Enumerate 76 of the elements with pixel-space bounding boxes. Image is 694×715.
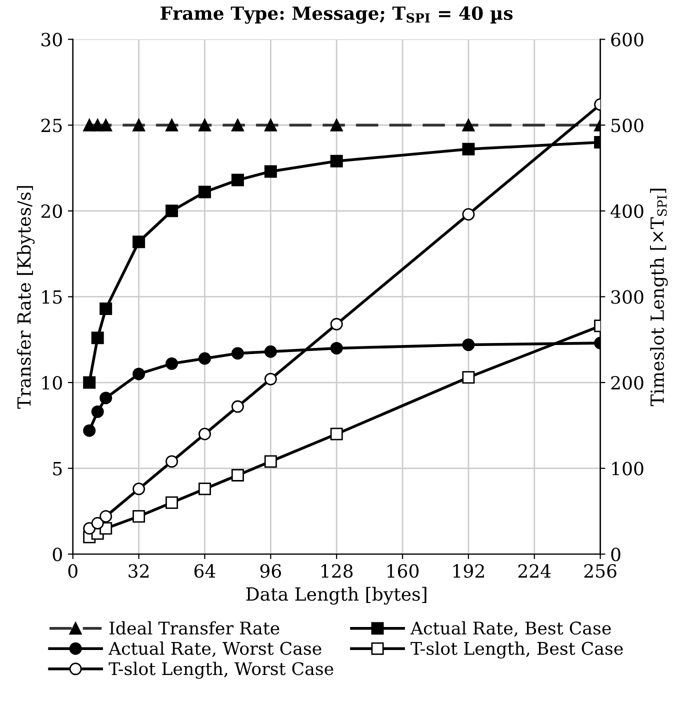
point: [330, 342, 343, 354]
y2-tick-label: 100: [612, 462, 644, 476]
x-tick-label: 0: [68, 564, 78, 578]
point: [462, 208, 475, 221]
point: [198, 352, 211, 365]
x-tick-label: 256: [584, 564, 616, 578]
point: [91, 405, 104, 418]
y-tick-label: 0: [52, 548, 62, 562]
point: [100, 510, 112, 523]
point: [462, 118, 475, 132]
point: [198, 118, 211, 132]
chart-title: Frame Type: Message; T$_{SPI}$ = 40 µs: [160, 6, 513, 24]
x-tick-label: 224: [518, 564, 551, 578]
point: [166, 204, 178, 218]
x-tick-label: 32: [128, 564, 149, 578]
point: [330, 154, 343, 168]
legend-label: T-slot Length, Best Case: [410, 642, 623, 659]
point: [264, 165, 277, 178]
point: [132, 368, 146, 380]
y-tick-label: 10: [42, 376, 62, 390]
point: [231, 174, 244, 186]
y-tick-label: 15: [42, 290, 62, 304]
point: [166, 455, 178, 468]
point: [264, 372, 277, 386]
legend-label: Actual Rate, Worst Case: [108, 642, 322, 658]
point: [91, 332, 104, 344]
point: [198, 428, 211, 440]
point: [91, 516, 104, 530]
point: [83, 376, 96, 389]
x-axis-title: Data Length [bytes]: [246, 586, 426, 605]
x-tick-label: 64: [194, 564, 216, 578]
point: [166, 357, 178, 370]
point: [83, 424, 96, 437]
x-tick-label: 192: [453, 564, 484, 578]
x-tick-label: 160: [387, 564, 419, 578]
point: [264, 118, 277, 132]
point: [330, 318, 343, 330]
point: [231, 118, 244, 132]
legend-label: T-slot Length, Worst Case: [108, 662, 334, 679]
legend-label: Ideal Transfer Rate: [110, 621, 280, 635]
point: [166, 118, 178, 132]
point: [100, 118, 112, 132]
y-tick-label: 30: [42, 32, 62, 46]
point: [166, 496, 178, 509]
point: [100, 302, 112, 315]
y-tick-label: 25: [41, 118, 62, 132]
y2-tick-label: 0: [611, 548, 620, 562]
point: [132, 510, 146, 523]
legend-label: Actual Rate, Best Case: [410, 621, 611, 637]
y2-tick-label: 500: [612, 118, 644, 132]
y-tick-label: 20: [41, 204, 62, 218]
x-tick-label: 96: [260, 564, 282, 578]
point: [132, 118, 146, 132]
point: [330, 428, 343, 440]
point: [462, 142, 475, 156]
y-axis-title: Transfer Rate [Kbytes/s]: [16, 186, 35, 409]
point: [231, 347, 244, 360]
x-tick-label: 128: [322, 564, 353, 578]
point: [100, 392, 112, 404]
point: [330, 118, 343, 132]
point: [231, 400, 244, 413]
y2-tick-label: 300: [611, 290, 644, 304]
point: [462, 338, 475, 352]
point: [132, 482, 146, 496]
point: [231, 468, 244, 482]
point: [198, 482, 211, 496]
point: [264, 345, 277, 358]
y2-tick-label: 400: [610, 204, 644, 218]
y2-tick-label: 600: [611, 32, 644, 46]
point: [132, 236, 146, 248]
point: [198, 186, 211, 198]
point: [462, 371, 475, 384]
y2-tick-label: 200: [611, 376, 644, 390]
y2-axis-title: Timeslot Length [×T$_{SPI}$]: [650, 188, 668, 406]
y-tick-label: 5: [53, 462, 62, 476]
point: [264, 455, 277, 468]
